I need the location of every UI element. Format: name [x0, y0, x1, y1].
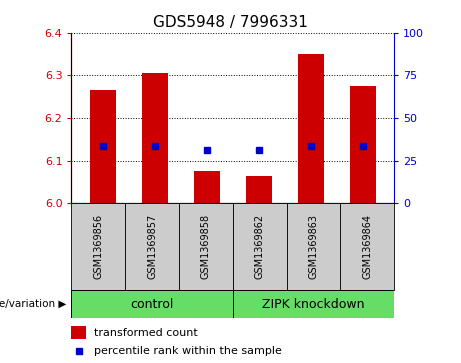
Bar — [350, 86, 376, 203]
Text: GSM1369862: GSM1369862 — [254, 214, 265, 280]
Bar — [71, 290, 233, 318]
Text: GSM1369863: GSM1369863 — [308, 214, 319, 280]
Text: transformed count: transformed count — [94, 327, 198, 338]
Text: percentile rank within the sample: percentile rank within the sample — [94, 346, 282, 356]
Bar — [194, 171, 220, 203]
Text: GSM1369857: GSM1369857 — [147, 214, 157, 280]
Text: GSM1369856: GSM1369856 — [93, 214, 103, 280]
Bar — [179, 203, 233, 290]
Bar — [71, 326, 86, 339]
Bar — [298, 54, 324, 203]
Text: GSM1369864: GSM1369864 — [362, 214, 372, 280]
Text: control: control — [130, 298, 174, 310]
Bar — [71, 203, 125, 290]
Bar — [233, 290, 394, 318]
Text: genotype/variation ▶: genotype/variation ▶ — [0, 299, 67, 309]
Bar — [90, 90, 116, 203]
Bar — [142, 73, 168, 203]
Bar — [233, 203, 287, 290]
Bar — [340, 203, 394, 290]
Text: GSM1369858: GSM1369858 — [201, 214, 211, 280]
Text: GDS5948 / 7996331: GDS5948 / 7996331 — [153, 15, 308, 29]
Bar — [287, 203, 340, 290]
Bar — [125, 203, 179, 290]
Text: ZIPK knockdown: ZIPK knockdown — [262, 298, 365, 310]
Bar — [246, 176, 272, 203]
